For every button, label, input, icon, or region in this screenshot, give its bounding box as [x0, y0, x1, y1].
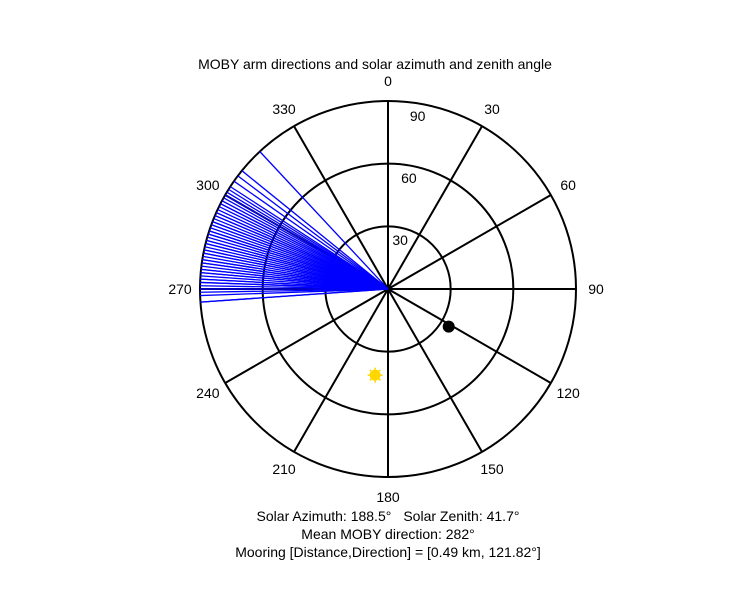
radial-tick-label-90: 90	[410, 108, 426, 124]
solar-azimuth-label: Solar Azimuth: 188.5°	[256, 508, 392, 524]
angle-tick-label-300: 300	[196, 177, 220, 193]
arm-direction-line	[220, 203, 389, 290]
arm-direction-line	[200, 271, 389, 290]
arm-direction-line	[201, 262, 389, 290]
arm-direction-line	[200, 281, 389, 290]
mean-direction-label: Mean MOBY direction: 282°	[301, 526, 475, 542]
sun-ray	[369, 378, 373, 381]
arm-direction-line	[203, 252, 389, 290]
chart-title: MOBY arm directions and solar azimuth an…	[198, 56, 552, 72]
mooring-label: Mooring [Distance,Direction] = [0.49 km,…	[235, 544, 541, 560]
arm-direction-line	[237, 175, 389, 290]
solar-info-line: Solar Azimuth: 188.5° Solar Zenith: 41.7°	[0, 508, 750, 524]
arm-direction-line	[233, 180, 389, 290]
sun-ray	[378, 369, 381, 373]
arm-direction-line	[214, 214, 389, 290]
arm-direction-line	[200, 288, 389, 303]
angle-tick-label-150: 150	[480, 461, 504, 477]
radial-tick-label-30: 30	[392, 232, 408, 248]
sun-ray	[369, 369, 373, 373]
angle-tick-label-330: 330	[272, 101, 296, 117]
angle-tick-label-0: 0	[384, 73, 392, 89]
arm-direction-line	[211, 224, 389, 290]
arm-direction-line	[208, 233, 389, 290]
arm-direction-line	[229, 186, 389, 290]
sun-ray	[378, 378, 381, 381]
mooring-marker	[442, 320, 455, 333]
angle-tick-label-240: 240	[196, 385, 220, 401]
angle-tick-label-60: 60	[560, 177, 576, 193]
angle-tick-label-120: 120	[556, 385, 580, 401]
arm-direction-line	[259, 151, 389, 290]
sun-marker	[369, 369, 381, 381]
angle-tick-label-90: 90	[588, 281, 604, 297]
solar-zenith-label: Solar Zenith: 41.7°	[403, 508, 520, 524]
angle-tick-label-270: 270	[168, 281, 192, 297]
radial-tick-label-60: 60	[401, 170, 417, 186]
angle-tick-label-180: 180	[376, 489, 400, 505]
angle-tick-label-30: 30	[484, 101, 500, 117]
arm-direction-line	[205, 242, 389, 290]
angle-tick-label-210: 210	[272, 461, 296, 477]
arm-direction-line	[241, 170, 389, 290]
